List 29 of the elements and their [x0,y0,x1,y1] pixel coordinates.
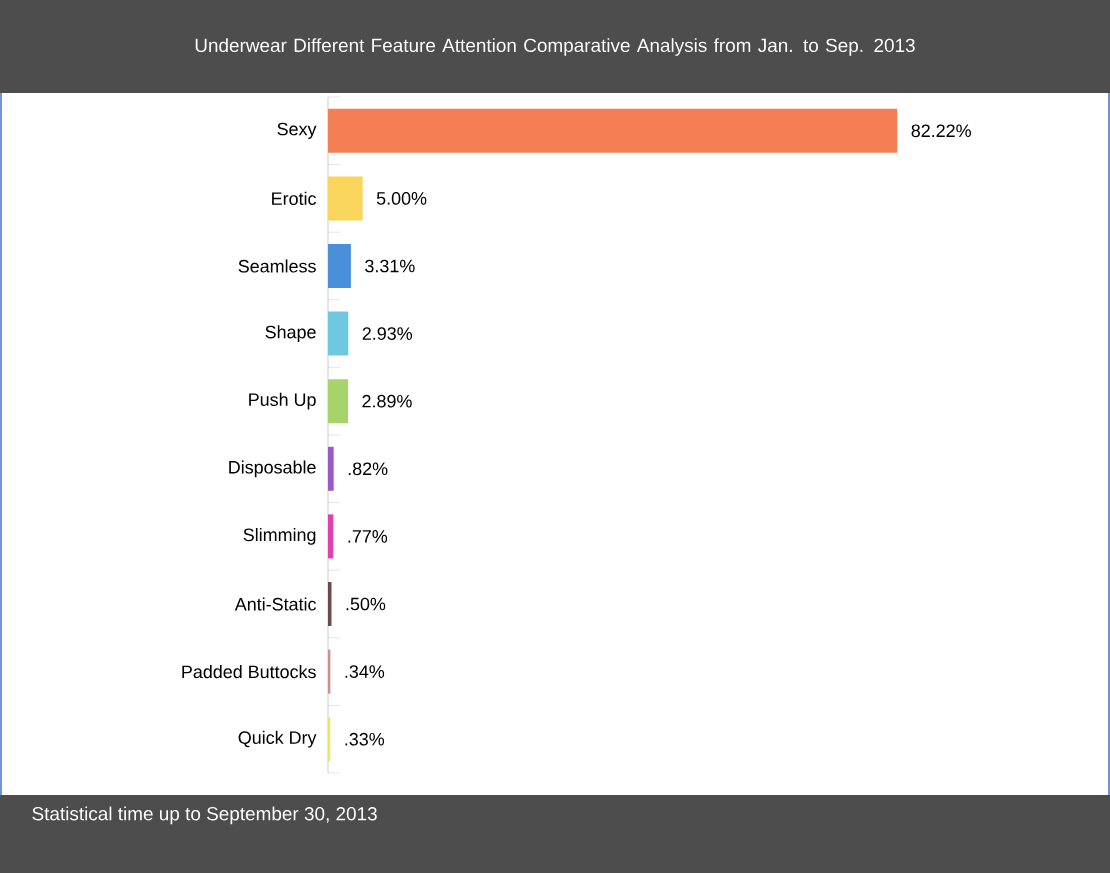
y-tick-label: Push Up [249,392,316,410]
data-label: 3.31% [365,259,415,273]
y-tick-label: Erotic [272,191,317,205]
bar [328,514,334,559]
y-tick-label: Slimming [243,528,316,545]
y-tick-label: Seamless [238,259,316,273]
data-label: 5.00% [376,192,427,205]
data-label: 2.93% [362,327,413,340]
y-tick-label: Padded Buttocks [182,665,316,679]
y-tick-label: Disposable [229,460,316,478]
bar [328,446,334,491]
data-label: .34% [345,665,385,678]
y-tick-label: Shape [265,325,316,342]
chart-title: Underwear Different Feature Attention Comparative Analysis from Jan. to Sep. 2013 [195,38,915,56]
bar [328,311,349,356]
data-label: .82% [348,462,388,476]
data-label: .77% [348,530,388,543]
data-label: 2.89% [362,394,412,408]
data-label: .33% [345,732,385,746]
bar [328,176,363,221]
text: Statistical time up to September 30, 2013 [32,806,377,825]
y-tick-label: Quick Dry [238,730,317,748]
bar [328,243,351,288]
y-tick-label: Sexy [277,122,317,139]
data-label: .50% [346,597,386,611]
y-tick-label: Anti-Static [234,597,317,611]
data-label: 82.22% [911,124,971,138]
bar [328,108,898,153]
bar [328,379,349,424]
